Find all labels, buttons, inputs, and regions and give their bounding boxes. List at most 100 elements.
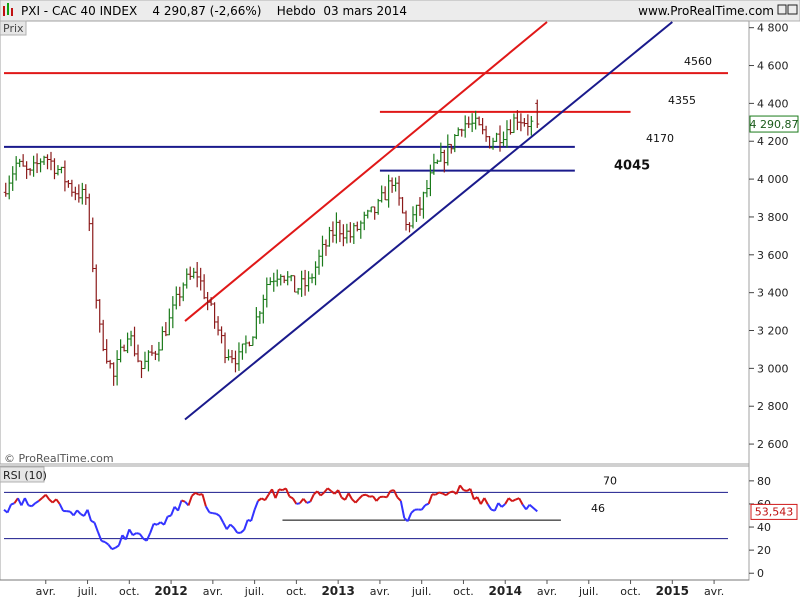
x-tick-label: juil. xyxy=(244,585,265,598)
rsi-segment xyxy=(101,539,106,543)
rsi-level-label-46: 46 xyxy=(591,502,605,515)
rsi-segment xyxy=(205,505,211,513)
rsi-segment xyxy=(17,497,23,506)
rsi-y-axis: 020406080 xyxy=(749,475,771,580)
rsi-segment xyxy=(163,516,169,526)
rsi-segment xyxy=(476,496,482,505)
rsi-segment xyxy=(38,497,43,502)
rsi-segment xyxy=(354,498,360,504)
rsi-segment xyxy=(97,531,103,542)
rsi-segment xyxy=(167,514,172,518)
rsi-y-tick-label: 80 xyxy=(757,475,771,488)
header-window-buttons[interactable] xyxy=(777,4,798,15)
x-tick-label: avr. xyxy=(203,585,223,598)
price-panel-tab[interactable] xyxy=(0,20,27,36)
rsi-segment xyxy=(145,532,152,542)
rsi-segment xyxy=(194,492,200,496)
rsi-segment xyxy=(278,488,283,492)
rsi-segment xyxy=(170,506,176,516)
rsi-segment xyxy=(445,491,451,496)
rsi-segment xyxy=(459,484,465,491)
rsi-segment xyxy=(10,502,15,506)
ohlc-bar xyxy=(529,115,534,136)
rsi-panel-tab[interactable] xyxy=(0,466,45,483)
x-tick-label: oct. xyxy=(119,585,140,598)
trendline-channel-top xyxy=(184,21,548,322)
rsi-segment xyxy=(501,503,506,508)
rsi-segment xyxy=(209,511,214,515)
price-y-tick-label: 4 400 xyxy=(757,97,789,110)
rsi-segment xyxy=(427,493,434,505)
price-y-tick-label: 3 600 xyxy=(757,249,789,262)
rsi-segment xyxy=(399,500,406,519)
rsi-segment xyxy=(128,528,134,536)
rsi-segment xyxy=(243,519,249,531)
ohlc-bars xyxy=(3,99,540,386)
rsi-segment xyxy=(320,491,325,497)
level-label-4355: 4355 xyxy=(668,94,696,107)
price-levels: 4560 4355 4170 4045 xyxy=(4,55,728,174)
rsi-segment xyxy=(285,487,291,497)
price-y-tick-label: 3 200 xyxy=(757,325,789,338)
rsi-panel[interactable] xyxy=(0,465,750,581)
rsi-segment xyxy=(296,502,301,505)
rsi-segment xyxy=(132,532,137,537)
price-panel[interactable] xyxy=(0,20,750,465)
rsi-segment xyxy=(358,494,364,500)
rsi-segment xyxy=(347,492,353,500)
rsi-segment xyxy=(20,497,26,506)
rsi-segment xyxy=(344,492,350,501)
rsi-segment xyxy=(288,495,294,500)
rsi-segment xyxy=(486,503,493,511)
rsi-y-tick-label: 20 xyxy=(757,544,771,557)
price-y-tick-label: 2 800 xyxy=(757,400,789,413)
rsi-segment xyxy=(369,495,374,498)
rsi-segment xyxy=(212,512,217,515)
rsi-segment xyxy=(483,497,489,505)
x-axis: avr. juil. oct. 2012 avr. juil. oct. 2013 avr. ju… xyxy=(0,579,749,598)
rsi-segment xyxy=(257,497,263,502)
rsi-segment xyxy=(449,490,454,494)
rsi-segment xyxy=(177,500,183,511)
rsi-segment xyxy=(386,490,392,498)
header-title: PXI - CAC 40 INDEX 4 290,87 (-2,66%) Heb… xyxy=(21,4,407,18)
level-label-4560: 4560 xyxy=(684,55,712,68)
x-tick-label: juil. xyxy=(578,585,599,598)
rsi-segment xyxy=(153,522,158,526)
rsi-level-label-70: 70 xyxy=(603,474,617,487)
rsi-segment xyxy=(438,491,443,495)
rsi-segment xyxy=(493,502,500,512)
rsi-segment xyxy=(107,543,113,550)
rsi-segment xyxy=(218,515,225,524)
rsi-segment xyxy=(149,523,155,534)
ohlc-bar-last xyxy=(535,99,540,128)
rsi-segment xyxy=(229,523,235,529)
rsi-segment xyxy=(508,497,513,502)
trendline-channel-bottom xyxy=(184,21,673,421)
rsi-segment xyxy=(6,504,12,514)
x-tick-label: juil. xyxy=(411,585,432,598)
rsi-segment xyxy=(528,503,538,513)
x-tick-label: juil. xyxy=(77,585,98,598)
x-tick-label: avr. xyxy=(370,585,390,598)
rsi-segment xyxy=(232,527,239,534)
rsi-segment xyxy=(240,529,245,534)
rsi-segment xyxy=(511,498,517,503)
x-tick-label: 2012 xyxy=(154,584,187,598)
rsi-segment xyxy=(191,492,197,497)
rsi-segment xyxy=(111,546,116,551)
rsi-segment xyxy=(424,502,430,507)
rsi-segment xyxy=(76,509,82,515)
rsi-segment xyxy=(390,489,395,492)
rsi-segment xyxy=(362,493,367,497)
rsi-segment xyxy=(55,498,61,505)
rsi-segment xyxy=(365,493,370,498)
rsi-segment xyxy=(406,512,413,522)
price-panel-label: Prix xyxy=(3,22,24,35)
rsi-segment xyxy=(156,521,162,526)
x-tick-label: 2015 xyxy=(656,584,689,598)
price-y-tick-label: 4 000 xyxy=(757,173,789,186)
rsi-segment xyxy=(250,509,256,522)
rsi-segment xyxy=(274,488,280,499)
rsi-segment xyxy=(455,484,461,495)
